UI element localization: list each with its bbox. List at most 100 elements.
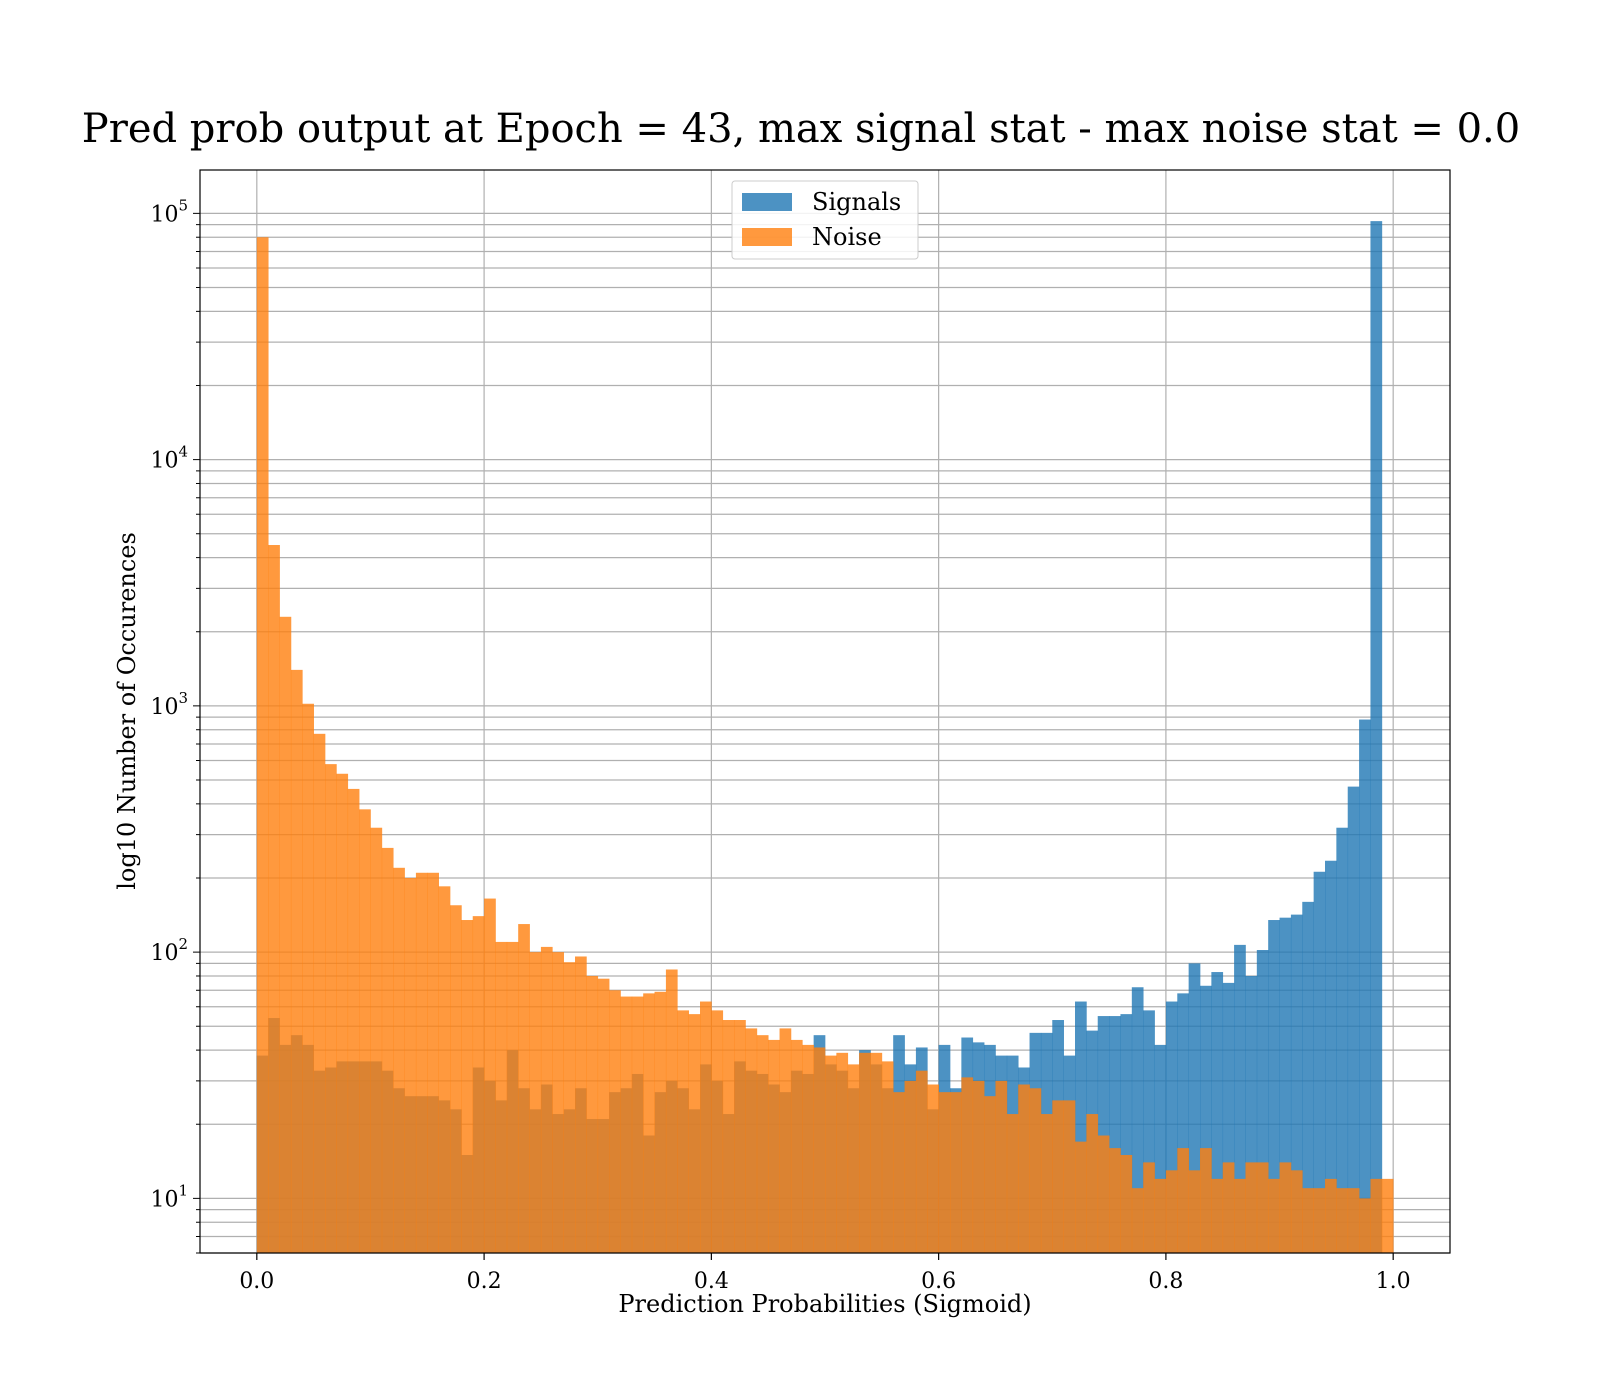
bar-noise-4 <box>302 703 314 1253</box>
bar-noise-10 <box>370 827 383 1253</box>
bar-noise-18 <box>461 920 474 1253</box>
bar-noise-22 <box>506 941 519 1253</box>
bar-noise-49 <box>813 1047 826 1253</box>
bar-noise-96 <box>1347 1188 1360 1253</box>
bar-signals-76 <box>1120 1014 1133 1253</box>
bar-noise-30 <box>597 978 610 1253</box>
bar-noise-59 <box>927 1084 939 1253</box>
bar-signals-74 <box>1097 1016 1110 1253</box>
bar-signals-87 <box>1245 975 1258 1253</box>
bar-noise-88 <box>1256 1162 1269 1253</box>
bar-noise-95 <box>1336 1188 1349 1253</box>
bar-noise-87 <box>1245 1162 1258 1253</box>
bar-noise-82 <box>1188 1170 1201 1253</box>
bar-signals-81 <box>1177 993 1189 1253</box>
bar-noise-61 <box>950 1092 962 1253</box>
bar-noise-94 <box>1325 1178 1337 1253</box>
bar-noise-55 <box>881 1061 894 1253</box>
bar-noise-46 <box>779 1028 792 1253</box>
bar-noise-70 <box>1052 1100 1064 1253</box>
bar-noise-33 <box>631 996 644 1253</box>
bar-noise-16 <box>438 886 451 1253</box>
bar-signals-94 <box>1325 860 1337 1253</box>
bar-noise-56 <box>893 1092 905 1253</box>
bar-noise-54 <box>870 1052 883 1253</box>
bar-noise-77 <box>1131 1188 1144 1253</box>
bar-noise-2 <box>279 616 292 1253</box>
x-tick-label-1: 0.2 <box>467 1269 502 1294</box>
bar-noise-36 <box>665 969 678 1253</box>
bar-signals-95 <box>1336 827 1349 1253</box>
bar-noise-99 <box>1381 1178 1394 1253</box>
bar-noise-42 <box>734 1020 746 1253</box>
y-tick-label-1: 102 <box>150 935 188 966</box>
bar-noise-85 <box>1222 1162 1235 1253</box>
bar-noise-73 <box>1086 1114 1099 1253</box>
bar-signals-83 <box>1200 985 1212 1253</box>
bar-signals-92 <box>1302 901 1314 1253</box>
bar-noise-75 <box>1109 1148 1121 1253</box>
bar-signals-98 <box>1370 221 1383 1253</box>
y-tick-label-4: 105 <box>150 196 188 227</box>
bar-noise-6 <box>325 764 337 1253</box>
bar-signals-93 <box>1313 871 1326 1253</box>
bar-noise-24 <box>529 952 542 1253</box>
bar-noise-98 <box>1370 1178 1383 1253</box>
bar-noise-63 <box>972 1080 985 1253</box>
bar-noise-90 <box>1279 1162 1292 1253</box>
bar-signals-84 <box>1211 972 1224 1253</box>
bar-noise-29 <box>586 975 599 1253</box>
bar-noise-48 <box>802 1044 814 1253</box>
bar-noise-50 <box>825 1055 837 1253</box>
bar-signals-90 <box>1279 917 1292 1253</box>
bar-noise-97 <box>1359 1198 1371 1253</box>
bar-noise-37 <box>677 1010 689 1253</box>
series-noise <box>256 237 1394 1253</box>
bar-noise-38 <box>688 1014 701 1253</box>
bar-noise-26 <box>552 952 564 1253</box>
bar-signals-88 <box>1256 949 1269 1253</box>
bar-noise-76 <box>1120 1155 1133 1253</box>
bar-noise-52 <box>847 1064 860 1253</box>
bar-noise-17 <box>450 905 462 1253</box>
bar-noise-41 <box>722 1020 735 1253</box>
x-tick-label-5: 1.0 <box>1376 1269 1411 1294</box>
bar-noise-1 <box>268 545 280 1253</box>
bar-noise-51 <box>836 1052 849 1253</box>
bars <box>256 221 1394 1253</box>
y-tick-label-2: 103 <box>150 689 188 720</box>
bar-noise-53 <box>859 1052 871 1253</box>
bar-signals-85 <box>1222 982 1235 1253</box>
bar-noise-72 <box>1075 1141 1087 1253</box>
bar-noise-60 <box>938 1092 951 1253</box>
bar-noise-57 <box>904 1080 917 1253</box>
bar-noise-92 <box>1302 1188 1314 1253</box>
bar-noise-91 <box>1290 1170 1303 1253</box>
bar-noise-11 <box>381 847 394 1253</box>
legend-swatch-noise <box>742 228 792 246</box>
bar-noise-5 <box>313 733 326 1253</box>
bar-signals-78 <box>1143 1010 1155 1253</box>
bar-noise-20 <box>484 898 496 1253</box>
y-axis-ticks: 101 102 103 104 105 <box>150 196 200 1254</box>
bar-noise-80 <box>1165 1170 1178 1253</box>
bar-noise-23 <box>518 924 530 1253</box>
bar-noise-34 <box>643 993 655 1253</box>
bar-noise-89 <box>1268 1178 1280 1253</box>
y-tick-label-3: 104 <box>150 443 188 474</box>
bar-noise-12 <box>393 867 405 1253</box>
bar-noise-19 <box>472 916 485 1253</box>
bar-noise-3 <box>290 669 303 1253</box>
legend-swatch-signals <box>742 193 792 211</box>
bar-noise-81 <box>1177 1148 1189 1253</box>
legend: Signals Noise <box>731 180 919 260</box>
y-tick-label-0: 101 <box>150 1181 188 1212</box>
y-axis-label: log10 Number of Occurences <box>113 532 141 890</box>
bar-noise-78 <box>1143 1162 1155 1253</box>
bar-signals-96 <box>1347 786 1360 1253</box>
bar-noise-44 <box>756 1035 769 1253</box>
bar-signals-72 <box>1075 1001 1087 1253</box>
bar-noise-21 <box>495 941 508 1253</box>
x-tick-label-0: 0.0 <box>239 1269 274 1294</box>
bar-noise-62 <box>961 1077 974 1253</box>
